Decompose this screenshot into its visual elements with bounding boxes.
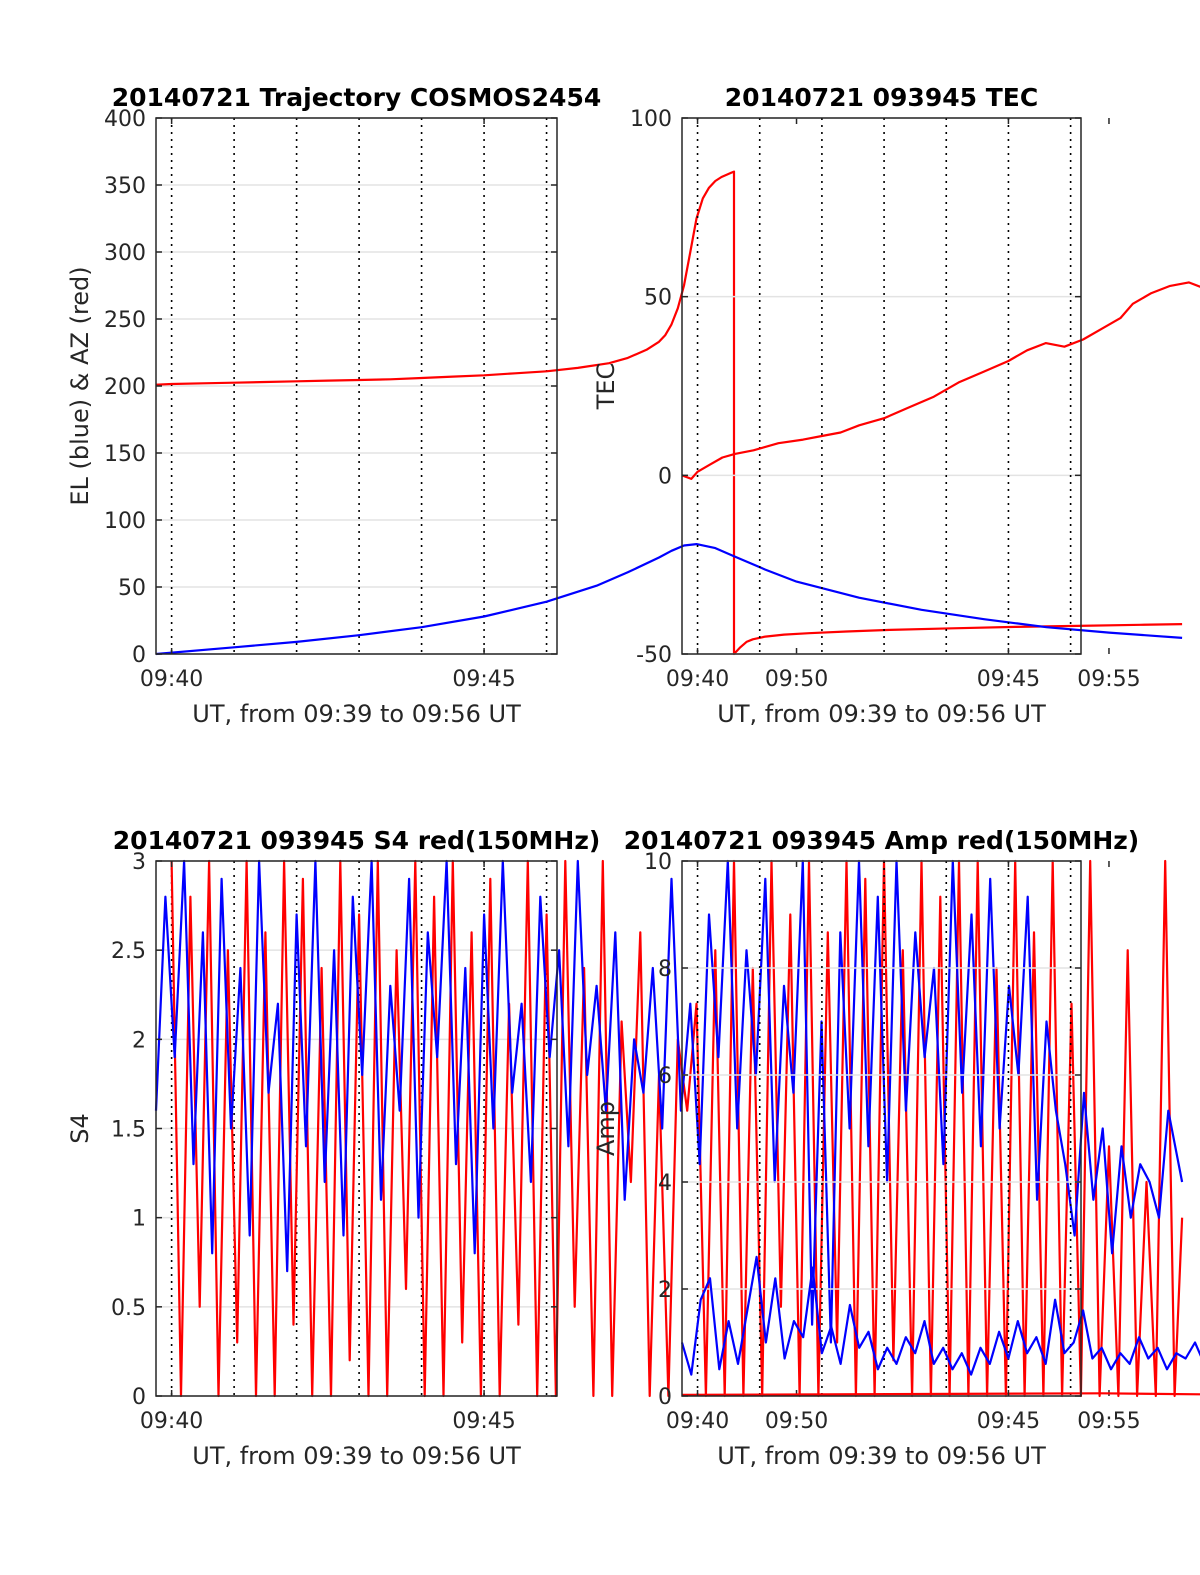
- series-line-1: [154, 859, 1184, 1344]
- x-tick-label: 09:50: [765, 667, 828, 692]
- y-axis-label: S4: [66, 1113, 94, 1144]
- y-tick-label: 100: [630, 107, 672, 132]
- y-tick-label: -50: [636, 643, 672, 668]
- y-tick-label: 2: [132, 1028, 146, 1053]
- y-axis-label: TEC: [592, 363, 620, 411]
- y-tick-label: 1.5: [111, 1118, 146, 1143]
- y-tick-label: 150: [104, 442, 146, 467]
- x-tick-label: 09:45: [452, 1409, 515, 1434]
- x-tick-label: 09:45: [452, 667, 515, 692]
- x-tick-label: 09:40: [140, 1409, 203, 1434]
- s4-panel: 09:40 09:45 09:50 09:5500.511.522.532014072…: [66, 826, 1184, 1470]
- axes-box: [681, 860, 1082, 1397]
- series-line-1: [155, 542, 1183, 656]
- x-tick-label: 09:45: [977, 667, 1040, 692]
- y-tick-label: 200: [104, 375, 146, 400]
- y-tick-label: 50: [644, 286, 672, 311]
- series-line-0: [680, 1255, 1200, 1376]
- x-tick-label: 09:55: [1077, 1409, 1140, 1434]
- axes-box: [681, 117, 1082, 655]
- y-axis-label: Amp: [592, 1101, 620, 1156]
- y-tick-label: 0.5: [111, 1296, 146, 1321]
- y-tick-label: 8: [658, 957, 672, 982]
- y-tick-label: 10: [644, 850, 672, 875]
- y-tick-label: 1: [132, 1207, 146, 1232]
- tec-panel: 09:40 09:45 09:50 09:55 -50 0 50 100 20140721 09…: [592, 83, 1200, 728]
- y-tick-label: 300: [104, 241, 146, 266]
- series-line-0: [155, 170, 1183, 656]
- y-tick-label: 3: [132, 850, 146, 875]
- y-tick-label: 0: [658, 464, 672, 489]
- y-tick-label: 6: [658, 1064, 672, 1089]
- chart-title: 20140721 093945 S4 red(150MHz): [113, 826, 601, 855]
- y-tick-label: 4: [658, 1171, 672, 1196]
- y-tick-label: 50: [118, 576, 146, 601]
- chart-title: 20140721 093945 TEC: [725, 83, 1038, 112]
- chart-title: 20140721 093945 Amp red(150MHz): [624, 826, 1140, 855]
- chart-title: 20140721 Trajectory COSMOS2454: [112, 83, 602, 112]
- y-tick-label: 0: [132, 643, 146, 668]
- y-tick-label: 2.5: [111, 939, 146, 964]
- series-line-1: [681, 1392, 1200, 1397]
- x-tick-label: 09:40: [666, 667, 729, 692]
- y-tick-label: 100: [104, 509, 146, 534]
- y-tick-label: 0: [658, 1385, 672, 1410]
- x-tick-label: 09:45: [977, 1409, 1040, 1434]
- y-tick-label: 400: [104, 107, 146, 132]
- x-axis-label: UT, from 09:39 to 09:56 UT: [192, 1442, 521, 1470]
- y-tick-label: 250: [104, 308, 146, 333]
- x-tick-label: 09:40: [666, 1409, 729, 1434]
- y-tick-label: 0: [132, 1385, 146, 1410]
- x-axis-label: UT, from 09:39 to 09:56 UT: [192, 700, 521, 728]
- y-tick-label: 2: [658, 1278, 672, 1303]
- x-tick-label: 09:50: [765, 1409, 828, 1434]
- trajectory-panel: 09:40 09:45 09:50 09:55 0 50 100 150 200 250 300 35…: [66, 83, 1183, 728]
- x-axis-label: UT, from 09:39 to 09:56 UT: [717, 700, 1046, 728]
- y-axis-label: EL (blue) & AZ (red): [66, 266, 94, 505]
- series-line-0: [681, 281, 1200, 480]
- x-tick-label: 09:40: [140, 667, 203, 692]
- x-tick-label: 09:55: [1077, 667, 1140, 692]
- y-tick-label: 350: [104, 174, 146, 199]
- x-axis-label: UT, from 09:39 to 09:56 UT: [717, 1442, 1046, 1470]
